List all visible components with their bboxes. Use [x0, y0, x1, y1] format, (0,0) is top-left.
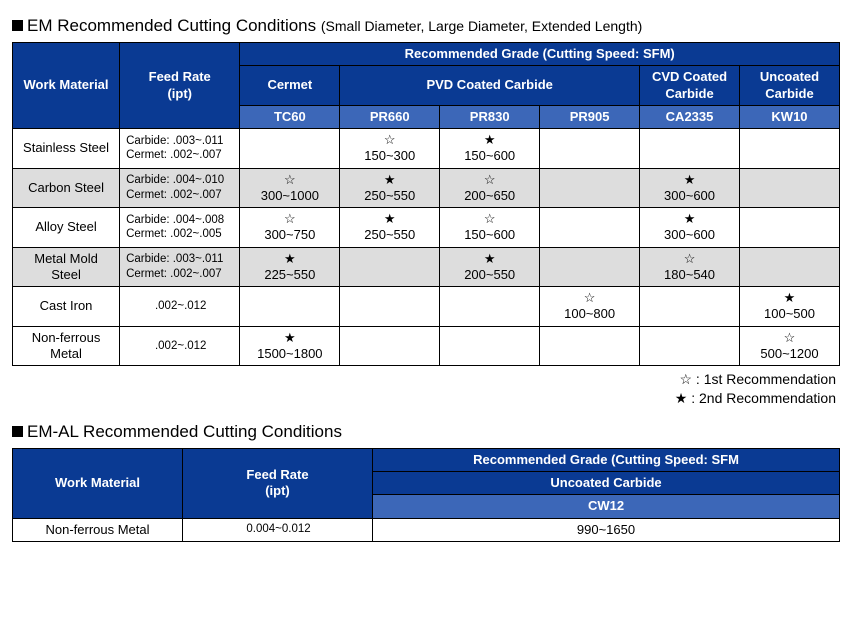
- table-row: Stainless SteelCarbide: .003~.011Cermet:…: [13, 129, 840, 169]
- cell-pr830: [440, 287, 540, 327]
- table-row: Cast Iron.002~.012 ☆100~800 ★100~500: [13, 287, 840, 327]
- section2-title: EM-AL Recommended Cutting Conditions: [12, 422, 840, 442]
- code-tc60: TC60: [240, 105, 340, 128]
- hdr2-feed-rate: Feed Rate (ipt): [183, 448, 373, 518]
- cell-pr660: ★250~550: [340, 168, 440, 208]
- cell-pr660: ★250~550: [340, 208, 440, 248]
- hdr-uncoated: Uncoated Carbide: [739, 66, 839, 106]
- bullet-icon: [12, 426, 23, 437]
- cell-kw10: [739, 208, 839, 248]
- code-pr830: PR830: [440, 105, 540, 128]
- legend-second: ★ : 2nd Recommendation: [675, 390, 836, 406]
- code-pr660: PR660: [340, 105, 440, 128]
- table-row: Alloy SteelCarbide: .004~.008Cermet: .00…: [13, 208, 840, 248]
- section1-title: EM Recommended Cutting Conditions (Small…: [12, 16, 840, 36]
- cell-value: 990~1650: [373, 518, 840, 541]
- cell-pr660: [340, 247, 440, 287]
- hdr-pvd: PVD Coated Carbide: [340, 66, 640, 106]
- hdr-rec-grade: Recommended Grade (Cutting Speed: SFM): [240, 43, 840, 66]
- table-row: Metal MoldSteelCarbide: .003~.011Cermet:…: [13, 247, 840, 287]
- cell-feed: .002~.012: [120, 326, 240, 366]
- cell-material: Non-ferrous Metal: [13, 518, 183, 541]
- em-conditions-table: Work Material Feed Rate (ipt) Recommende…: [12, 42, 840, 366]
- cell-pr830: ★200~550: [440, 247, 540, 287]
- cell-pr830: [440, 326, 540, 366]
- legend-first: ☆ : 1st Recommendation: [679, 371, 836, 387]
- cell-feed: Carbide: .003~.011Cermet: .002~.007: [120, 247, 240, 287]
- cell-material: Stainless Steel: [13, 129, 120, 169]
- cell-material: Alloy Steel: [13, 208, 120, 248]
- hdr2-uncoated: Uncoated Carbide: [373, 472, 840, 495]
- cell-feed: Carbide: .004~.008Cermet: .002~.005: [120, 208, 240, 248]
- cell-pr660: [340, 326, 440, 366]
- cell-pr830: ☆200~650: [440, 168, 540, 208]
- cell-feed: Carbide: .003~.011Cermet: .002~.007: [120, 129, 240, 169]
- hdr-feed-rate: Feed Rate (ipt): [120, 43, 240, 129]
- section1-title-sub: (Small Diameter, Large Diameter, Extende…: [321, 18, 642, 34]
- section2-title-text: EM-AL Recommended Cutting Conditions: [27, 422, 342, 441]
- cell-tc60: ★225~550: [240, 247, 340, 287]
- cell-kw10: ★100~500: [739, 287, 839, 327]
- cell-ca2335: ☆180~540: [640, 247, 740, 287]
- cell-material: Cast Iron: [13, 287, 120, 327]
- cell-ca2335: [640, 326, 740, 366]
- legend: ☆ : 1st Recommendation ★ : 2nd Recommend…: [12, 370, 836, 408]
- cell-pr905: [540, 326, 640, 366]
- cell-material: Carbon Steel: [13, 168, 120, 208]
- cell-pr905: [540, 247, 640, 287]
- cell-pr830: ★150~600: [440, 129, 540, 169]
- cell-tc60: ☆300~1000: [240, 168, 340, 208]
- section1-title-main: EM Recommended Cutting Conditions: [27, 16, 316, 35]
- code-ca2335: CA2335: [640, 105, 740, 128]
- cell-pr660: [340, 287, 440, 327]
- hdr-cvd: CVD Coated Carbide: [640, 66, 740, 106]
- cell-ca2335: [640, 129, 740, 169]
- table-row: Carbon SteelCarbide: .004~.010Cermet: .0…: [13, 168, 840, 208]
- cell-feed: 0.004~0.012: [183, 518, 373, 541]
- cell-kw10: [739, 129, 839, 169]
- em-al-conditions-table: Work Material Feed Rate (ipt) Recommende…: [12, 448, 840, 542]
- cell-tc60: [240, 287, 340, 327]
- cell-kw10: ☆500~1200: [739, 326, 839, 366]
- cell-ca2335: [640, 287, 740, 327]
- cell-pr905: [540, 129, 640, 169]
- cell-pr660: ☆150~300: [340, 129, 440, 169]
- cell-pr905: [540, 208, 640, 248]
- bullet-icon: [12, 20, 23, 31]
- cell-material: Metal MoldSteel: [13, 247, 120, 287]
- table-row: Non-ferrous Metal 0.004~0.012 990~1650: [13, 518, 840, 541]
- cell-material: Non-ferrousMetal: [13, 326, 120, 366]
- code-kw10: KW10: [739, 105, 839, 128]
- code-pr905: PR905: [540, 105, 640, 128]
- cell-tc60: ★1500~1800: [240, 326, 340, 366]
- cell-tc60: ☆300~750: [240, 208, 340, 248]
- cell-tc60: [240, 129, 340, 169]
- cell-pr905: [540, 168, 640, 208]
- cell-ca2335: ★300~600: [640, 168, 740, 208]
- code-cw12: CW12: [373, 495, 840, 518]
- cell-feed: Carbide: .004~.010Cermet: .002~.007: [120, 168, 240, 208]
- cell-kw10: [739, 247, 839, 287]
- cell-feed: .002~.012: [120, 287, 240, 327]
- hdr-cermet: Cermet: [240, 66, 340, 106]
- hdr-work-material: Work Material: [13, 43, 120, 129]
- cell-ca2335: ★300~600: [640, 208, 740, 248]
- cell-pr830: ☆150~600: [440, 208, 540, 248]
- cell-pr905: ☆100~800: [540, 287, 640, 327]
- table-row: Non-ferrousMetal.002~.012★1500~1800 ☆500~…: [13, 326, 840, 366]
- cell-kw10: [739, 168, 839, 208]
- hdr2-work-material: Work Material: [13, 448, 183, 518]
- hdr2-rec-grade: Recommended Grade (Cutting Speed: SFM: [373, 448, 840, 471]
